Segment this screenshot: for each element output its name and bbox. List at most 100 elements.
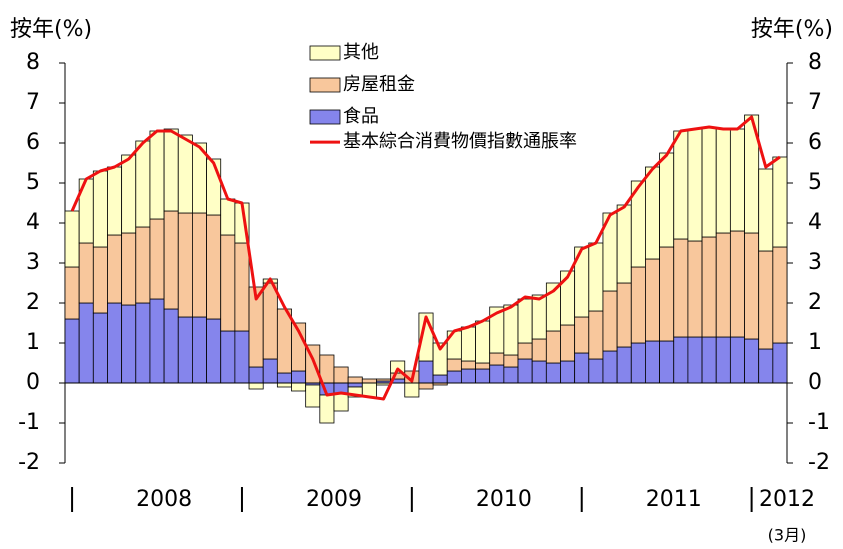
bar-segment [715, 128, 731, 234]
bar-segment [602, 290, 618, 352]
y-tick-label: 5 [26, 170, 40, 195]
bar-segment [446, 358, 462, 372]
bar-segment [758, 250, 774, 350]
legend-swatch [309, 77, 341, 93]
bar-segment [687, 336, 703, 384]
x-tick-label: 2012 [759, 487, 815, 512]
bar-segment [772, 342, 788, 384]
bar-segment [64, 266, 80, 320]
bar-segment [616, 346, 632, 384]
bar-segment [121, 232, 137, 306]
bar-segment [531, 338, 547, 362]
bar-segment [135, 140, 151, 228]
y-tick-label: 1 [26, 330, 40, 355]
legend-label: 基本綜合消費物價指數通脹率 [343, 131, 577, 152]
bar-segment [475, 368, 491, 384]
legend-label: 食品 [343, 106, 379, 127]
bar-segment [517, 342, 533, 360]
bar-segment [574, 316, 590, 354]
bar-segment [715, 232, 731, 338]
bar-segment [149, 130, 165, 220]
bar-segment [729, 336, 745, 384]
bar-segment [673, 130, 689, 240]
bar-segment [333, 392, 349, 412]
bar-segment [64, 210, 80, 268]
bar-segment [460, 368, 476, 384]
bar-segment [78, 302, 94, 384]
bar-segment [64, 318, 80, 384]
bar-segment [107, 234, 123, 304]
bar-segment [177, 316, 193, 384]
bar-segment [701, 336, 717, 384]
y2-tick-label: 3 [808, 250, 822, 275]
bar-segment [489, 352, 505, 366]
bar-segment [701, 126, 717, 238]
bar-segment [234, 330, 250, 384]
bar-segment [347, 376, 363, 384]
bar-segment [673, 336, 689, 384]
bar-segment [673, 238, 689, 338]
y2-tick-label: 0 [808, 370, 822, 395]
bar-segment [729, 230, 745, 338]
bar-segment [616, 204, 632, 284]
bar-segment [602, 350, 618, 384]
bar-segment [531, 360, 547, 384]
bar-segment [192, 316, 207, 384]
legend-label: 其他 [343, 42, 379, 63]
y2-tick-label: -1 [808, 410, 830, 435]
bar-segment [772, 246, 788, 344]
bar-segment [206, 158, 222, 216]
bar-segment [588, 242, 604, 312]
y2-tick-label: 4 [808, 210, 822, 235]
y2-tick-label: -2 [808, 450, 830, 475]
bar-segment [107, 302, 123, 384]
bar-segment [390, 360, 406, 374]
bar-segment [163, 128, 179, 212]
y-tick-label: 0 [26, 370, 40, 395]
bar-segment [319, 394, 335, 424]
bar-segment [248, 382, 264, 390]
legend-swatch [309, 45, 341, 61]
bar-segment [149, 218, 165, 300]
bar-segment [135, 226, 151, 304]
bar-segment [149, 298, 165, 384]
bar-segment [560, 324, 576, 362]
y2-tick-label: 5 [808, 170, 822, 195]
bar-segment [545, 330, 561, 364]
bar-segment [588, 310, 604, 360]
bar-segment [475, 362, 491, 370]
legend-label: 房屋租金 [343, 74, 415, 95]
y-tick-label: 7 [26, 90, 40, 115]
y2-tick-label: 1 [808, 330, 822, 355]
bar-segment [772, 156, 788, 248]
y2-tick-label: 2 [808, 290, 822, 315]
bar-segment [220, 330, 236, 384]
bar-segment [206, 214, 222, 320]
bar-segment [503, 354, 519, 368]
bar-segment [503, 304, 519, 356]
bar-segment [446, 370, 462, 384]
bar-segment [291, 382, 307, 392]
bar-segment [659, 152, 675, 248]
bar-segment [305, 384, 321, 408]
bar-segment [630, 266, 646, 344]
bar-segment [758, 168, 774, 252]
bar-segment [545, 362, 561, 384]
bar-segment [177, 134, 193, 214]
bar-segment [92, 246, 108, 314]
bar-segment [744, 338, 760, 384]
bar-segment [192, 212, 207, 318]
bar-segment [560, 360, 576, 384]
bar-segment [333, 382, 349, 394]
bar-segment [404, 382, 420, 398]
bar-segment [432, 374, 448, 384]
bar-segment [262, 282, 278, 360]
bar-segment [701, 236, 717, 338]
bar-segment [291, 370, 307, 384]
x-tick-label: 2010 [476, 487, 532, 512]
x-tick-label: 2011 [646, 487, 702, 512]
bar-segment [715, 336, 731, 384]
bar-segment [78, 242, 94, 304]
bar-segment [234, 242, 250, 332]
